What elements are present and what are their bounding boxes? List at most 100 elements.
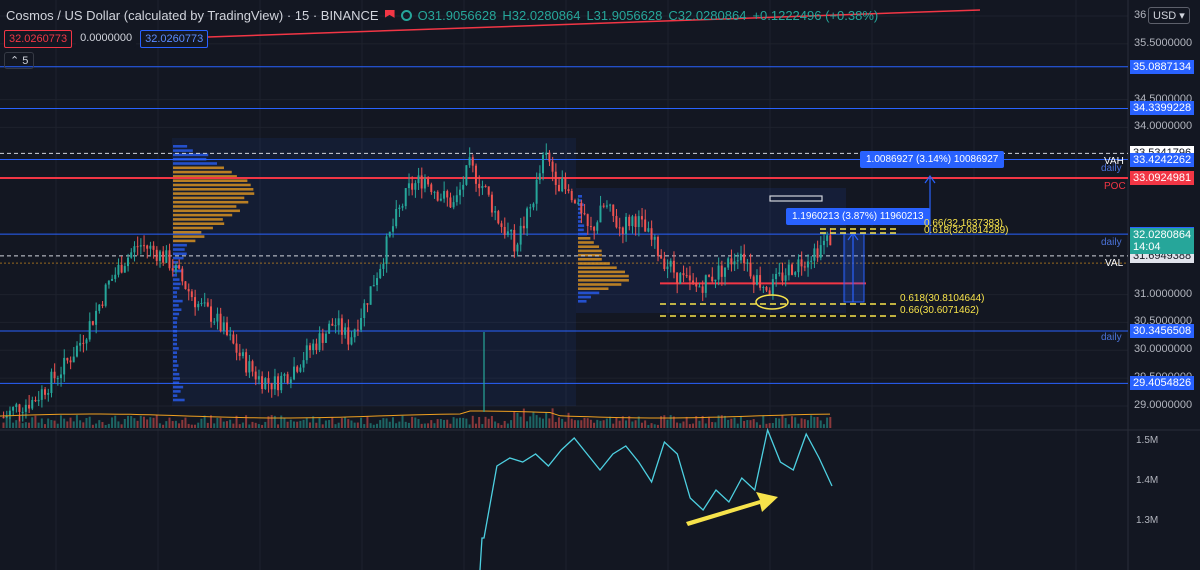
volume-bar <box>654 424 656 428</box>
price-tick-label: 29.0000000 <box>1134 399 1192 411</box>
candle-body <box>165 250 167 262</box>
price-tick-label: 30.0000000 <box>1134 343 1192 355</box>
volume-bar <box>488 419 490 428</box>
volume-bar <box>542 419 544 428</box>
volume-bar <box>220 418 222 428</box>
profile-bar <box>173 188 253 191</box>
candle-body <box>31 400 33 409</box>
volume-bar <box>753 419 755 428</box>
candle-body <box>481 186 483 188</box>
candle-body <box>781 273 783 281</box>
volume-bar <box>191 425 193 428</box>
candle-body <box>57 378 59 379</box>
candle-body <box>698 286 700 287</box>
candle-body <box>411 183 413 189</box>
candle-body <box>181 269 183 282</box>
volume-bar <box>421 424 423 428</box>
candle-body <box>283 374 285 376</box>
candle-body <box>357 329 359 330</box>
volume-bar <box>644 420 646 428</box>
candle-body <box>98 305 100 311</box>
volume-bar <box>258 424 260 428</box>
profile-bar <box>578 237 590 240</box>
volume-bar <box>89 417 91 428</box>
price-tick-label: 36 <box>1134 9 1146 21</box>
volume-bar <box>801 418 803 428</box>
volume-bar <box>778 419 780 428</box>
volume-bar <box>571 419 573 428</box>
volume-bar <box>319 418 321 428</box>
measure-box-lower[interactable]: 1.1960213 (3.87%) 11960213 <box>786 208 930 225</box>
indicators-collapse-button[interactable]: ⌃ 5 <box>4 52 34 69</box>
volume-bar <box>714 422 716 428</box>
volume-bar <box>117 421 119 428</box>
profile-bar <box>578 241 594 244</box>
volume-bar <box>686 417 688 428</box>
candle-body <box>108 281 110 285</box>
candle-body <box>303 360 305 367</box>
volume-bar <box>184 418 186 428</box>
volume-bar <box>44 424 46 428</box>
candle-body <box>564 178 566 189</box>
volume-bar <box>309 422 311 428</box>
candle-body <box>584 213 586 214</box>
candle-body <box>175 265 177 271</box>
volume-bar <box>34 416 36 428</box>
volume-bar <box>303 420 305 428</box>
candle-body <box>667 267 669 269</box>
candle-body <box>520 226 522 245</box>
volume-bar <box>548 418 550 428</box>
candle-body <box>255 372 257 380</box>
candle-body <box>714 280 716 282</box>
volume-bar <box>405 422 407 428</box>
volume-bar <box>478 417 480 428</box>
volume-bar <box>510 420 512 428</box>
candle-body <box>79 343 81 346</box>
candle-body <box>580 203 582 214</box>
profile-bar <box>173 283 181 286</box>
candle-body <box>762 287 764 288</box>
symbol-title[interactable]: Cosmos / US Dollar (calculated by Tradin… <box>6 8 379 23</box>
candle-body <box>261 376 263 389</box>
candle-body <box>682 273 684 275</box>
measure-box-upper[interactable]: 1.0086927 (3.14%) 10086927 <box>860 151 1004 168</box>
volume-bar <box>395 423 397 428</box>
candle-body <box>143 245 145 246</box>
val-label: VAL <box>1105 258 1123 269</box>
volume-bar <box>379 420 381 428</box>
volume-bar <box>159 423 161 428</box>
candle-body <box>603 206 605 207</box>
candle-body <box>641 216 643 219</box>
currency-select[interactable]: USD ▾ <box>1148 7 1190 24</box>
volume-bar <box>130 416 132 428</box>
candle-body <box>207 302 209 306</box>
candle-body <box>363 303 365 318</box>
candle-body <box>405 188 407 206</box>
candle-body <box>162 251 164 262</box>
volume-bar <box>631 422 633 428</box>
volume-bar <box>657 425 659 428</box>
candle-body <box>826 235 828 241</box>
volume-bar <box>140 416 142 428</box>
profile-bar <box>173 248 185 251</box>
volume-bar <box>335 424 337 428</box>
volume-bar <box>641 423 643 428</box>
candle-body <box>213 322 215 323</box>
flag-icon[interactable] <box>385 10 395 22</box>
profile-bar <box>173 313 179 316</box>
volume-bar <box>727 420 729 428</box>
candle-body <box>25 405 27 412</box>
market-status-icon <box>401 10 412 21</box>
candle-body <box>478 184 480 188</box>
candle-body <box>3 417 5 418</box>
candle-body <box>15 404 17 407</box>
volume-bar <box>411 417 413 428</box>
volume-bar <box>299 421 301 428</box>
profile-bar <box>173 171 232 174</box>
candle-body <box>459 190 461 196</box>
volume-bar <box>76 415 78 428</box>
candle-body <box>631 216 633 226</box>
volume-bar <box>485 417 487 428</box>
candle-body <box>769 290 771 294</box>
